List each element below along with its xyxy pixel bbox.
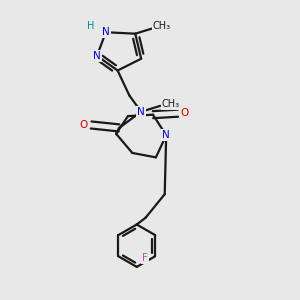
Text: N: N (102, 27, 110, 37)
Text: CH₃: CH₃ (153, 21, 171, 31)
Text: O: O (80, 120, 88, 130)
Text: CH₃: CH₃ (161, 99, 180, 110)
Text: F: F (142, 253, 148, 263)
Text: O: O (180, 108, 189, 118)
Text: N: N (93, 51, 101, 61)
Text: H: H (87, 21, 95, 31)
Text: N: N (137, 107, 145, 117)
Text: N: N (162, 130, 170, 140)
